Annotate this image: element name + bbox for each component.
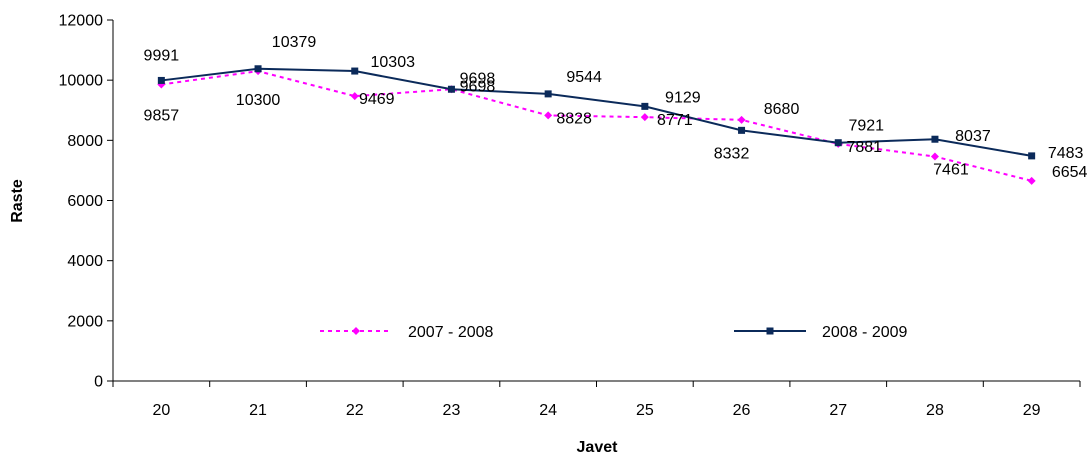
data-labels: 9857 10300 9469 9698 8828 8771 8680 7881 7461 665… [144,34,1088,181]
data-point [738,126,746,134]
data-label: 10300 [236,92,281,109]
data-label: 8680 [764,101,800,118]
data-point [544,111,553,120]
y-tick-label: 10000 [59,73,104,90]
data-label: 8828 [556,110,592,127]
legend-item: 2007 - 2008 [320,324,494,341]
data-label: 7881 [846,139,882,156]
x-axis: 20 21 22 23 24 25 26 27 28 29 [112,380,1081,419]
data-label: 7461 [933,162,969,179]
data-label: 10303 [371,54,416,71]
x-tick-label: 27 [829,402,847,419]
y-axis: 0 2000 4000 6000 8000 10000 12000 [59,13,114,391]
data-point [447,85,455,93]
data-point [641,102,649,110]
legend-marker [352,327,360,335]
data-label: 9698 [460,70,496,87]
data-label: 9698 [460,78,496,95]
data-point [640,113,649,122]
series-2 [157,65,1036,160]
data-point [931,135,939,143]
data-point [544,90,552,98]
y-tick-label: 2000 [67,313,103,330]
data-point [254,65,262,73]
legend-item: 2008 - 2009 [734,324,908,341]
data-label: 10379 [272,34,317,51]
data-point [1028,152,1036,160]
y-tick-label: 0 [94,374,103,391]
x-axis-title: Javet [577,439,619,456]
x-tick-label: 26 [733,402,751,419]
y-tick-label: 4000 [67,253,103,270]
x-tick-label: 20 [152,402,170,419]
data-label: 8332 [714,145,750,162]
data-point [1027,176,1036,185]
legend-label: 2007 - 2008 [408,324,494,341]
legend-marker [766,327,774,335]
x-tick-label: 24 [539,402,557,419]
y-tick-label: 12000 [59,13,104,30]
data-label: 9129 [665,89,701,106]
x-tick-label: 25 [636,402,654,419]
data-point [930,152,939,161]
data-label: 9991 [144,47,180,64]
y-axis-title: Raste [9,179,26,223]
legend: 2007 - 2008 2008 - 2009 [320,324,908,341]
data-point [157,76,165,84]
series-line [161,67,1032,157]
x-tick-label: 22 [346,402,364,419]
data-label: 9469 [359,91,395,108]
data-label: 9544 [566,69,602,86]
data-point [737,115,746,124]
data-label: 9857 [144,107,180,124]
data-label: 6654 [1052,164,1088,181]
series-layer [157,65,1036,185]
data-point [350,92,359,101]
data-label: 7921 [848,118,884,135]
legend-label: 2008 - 2009 [822,324,908,341]
y-tick-label: 8000 [67,133,103,150]
x-tick-label: 21 [249,402,267,419]
data-point [834,139,842,147]
y-tick-label: 6000 [67,193,103,210]
data-label: 8037 [955,128,991,145]
data-label: 7483 [1048,145,1084,162]
x-tick-label: 28 [926,402,944,419]
x-tick-label: 29 [1023,402,1041,419]
data-label: 8771 [657,112,693,129]
data-point [351,67,359,75]
series-line [161,70,1032,182]
x-tick-label: 23 [443,402,461,419]
